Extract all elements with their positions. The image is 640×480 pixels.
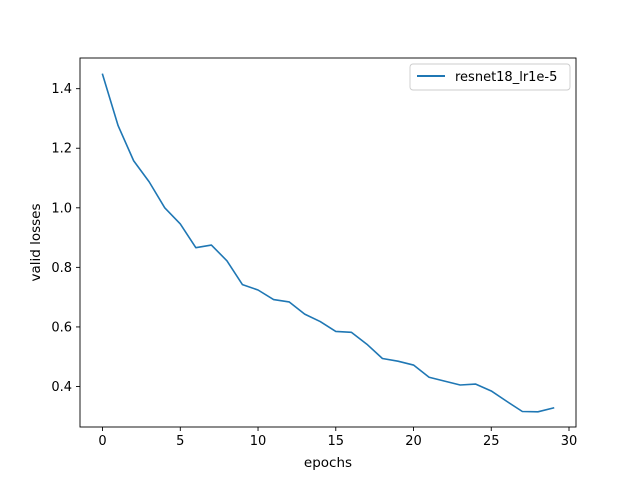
x-tick-label: 30 — [561, 434, 578, 449]
x-axis-label: epochs — [304, 455, 352, 471]
x-axis-ticks: 0 5 10 15 20 25 30 — [98, 427, 577, 449]
x-tick-label: 20 — [405, 434, 422, 449]
legend: resnet18_lr1e-5 — [409, 63, 571, 91]
y-tick-label: 1.2 — [51, 142, 72, 157]
y-tick-label: 0.6 — [51, 320, 72, 335]
x-tick-label: 10 — [250, 434, 267, 449]
x-tick-label: 5 — [176, 434, 184, 449]
y-tick-label: 0.4 — [51, 380, 72, 395]
y-tick-label: 1.0 — [51, 201, 72, 216]
y-axis-label: valid losses — [28, 203, 44, 281]
y-axis-ticks: 0.4 0.6 0.8 1.0 1.2 1.4 — [51, 82, 80, 395]
y-tick-label: 1.4 — [51, 82, 72, 97]
legend-box — [409, 63, 571, 91]
x-tick-label: 15 — [328, 434, 345, 449]
x-tick-label: 0 — [98, 434, 106, 449]
plot-area — [101, 73, 555, 413]
y-tick-label: 0.8 — [51, 261, 72, 276]
legend-label: resnet18_lr1e-5 — [455, 70, 557, 85]
series-line-resnet18-lr1e-5 — [101, 73, 555, 413]
x-tick-label: 25 — [483, 434, 500, 449]
axes-frame — [79, 57, 577, 428]
